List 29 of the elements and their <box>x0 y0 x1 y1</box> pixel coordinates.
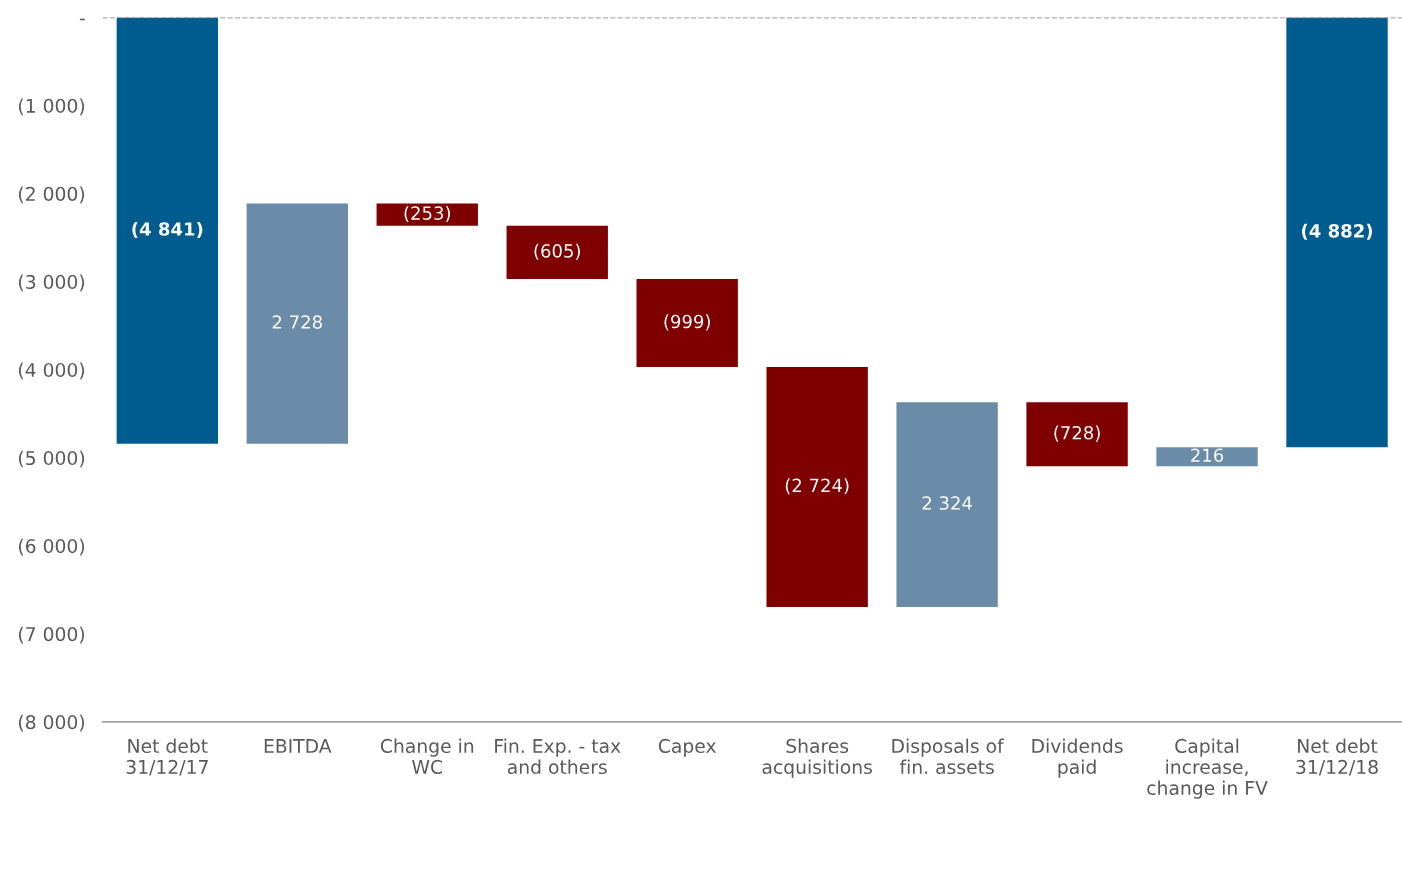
x-tick-label: Capex <box>658 738 716 757</box>
x-tick-label: Shares acquisitions <box>762 738 872 778</box>
data-label: (4 841) <box>132 221 203 238</box>
data-label: 2 324 <box>922 496 972 510</box>
data-label: 216 <box>1191 448 1224 463</box>
data-label: (728) <box>1054 425 1100 442</box>
y-tick-label: (5 000) <box>18 450 85 468</box>
x-tick-label: Capital increase, change in FV <box>1147 738 1268 799</box>
y-tick-label: (8 000) <box>18 714 85 732</box>
x-tick-label: Fin. Exp. - tax and others <box>495 738 621 775</box>
data-label: (2 724) <box>785 478 849 495</box>
x-tick-label: Dividends paid <box>1032 738 1123 778</box>
x-tick-label: Net debt 31/12/18 <box>1296 738 1378 776</box>
x-tick-label: Net debt 31/12/17 <box>126 738 208 776</box>
x-tick-label: Disposals of fin. assets <box>892 738 1005 775</box>
y-tick-label: - <box>79 18 85 21</box>
data-label: 2 728 <box>272 315 322 329</box>
x-tick-label: EBITDA <box>264 739 332 753</box>
y-tick-label: (6 000) <box>18 538 85 556</box>
y-tick-label: (4 000) <box>18 362 85 380</box>
data-label: (253) <box>404 205 450 223</box>
y-tick-label: (3 000) <box>18 274 85 292</box>
data-label: (999) <box>664 314 710 331</box>
x-tick-label: Change in WC <box>380 738 474 775</box>
y-tick-label: (7 000) <box>18 626 85 644</box>
data-label: (4 882) <box>1302 223 1372 240</box>
y-tick-label: (2 000) <box>18 186 85 204</box>
data-label: (605) <box>534 243 580 260</box>
y-tick-label: (1 000) <box>18 98 85 116</box>
